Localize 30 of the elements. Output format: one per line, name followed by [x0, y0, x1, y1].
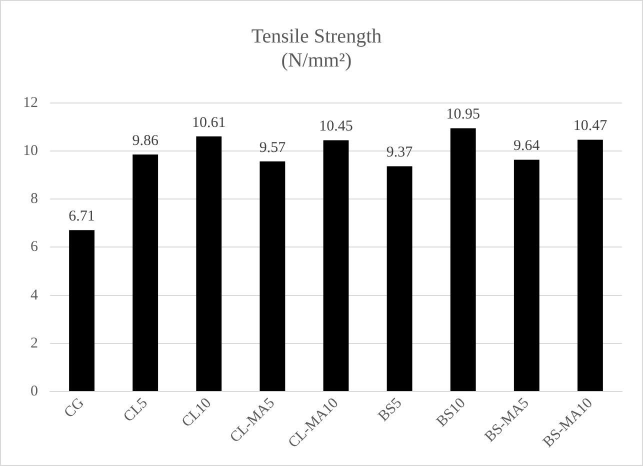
data-label: 10.61: [192, 114, 226, 131]
chart-title: Tensile Strength: [251, 25, 382, 48]
x-tick-label: CL5: [120, 395, 151, 426]
bar: [386, 166, 412, 391]
data-label: 6.71: [68, 208, 95, 225]
y-tick-label: 10: [23, 143, 38, 160]
bar: [196, 136, 222, 391]
data-label: 9.64: [514, 138, 540, 154]
bar: [260, 161, 286, 391]
y-tick-label: 12: [23, 94, 38, 111]
data-label: 10.95: [446, 106, 480, 123]
bar: [323, 140, 349, 391]
data-label: 9.86: [132, 132, 159, 149]
y-tick-label: 8: [30, 191, 38, 208]
bar: [450, 128, 476, 391]
data-label: 10.47: [573, 118, 608, 134]
data-label: 9.37: [386, 144, 414, 161]
y-tick-label: 4: [30, 287, 38, 304]
bar: [514, 160, 540, 391]
data-label: 9.57: [259, 140, 286, 156]
x-tick-label: CG: [61, 395, 88, 422]
bar: [132, 154, 158, 391]
y-tick-label: 0: [30, 383, 38, 400]
bar: [578, 140, 603, 391]
y-tick-label: 2: [30, 335, 38, 352]
y-tick-label: 6: [30, 239, 38, 256]
data-label: 10.45: [319, 118, 353, 135]
x-tick-label: BS5: [376, 395, 406, 425]
bar: [69, 230, 94, 391]
chart-subtitle: (N/mm²): [281, 49, 352, 72]
